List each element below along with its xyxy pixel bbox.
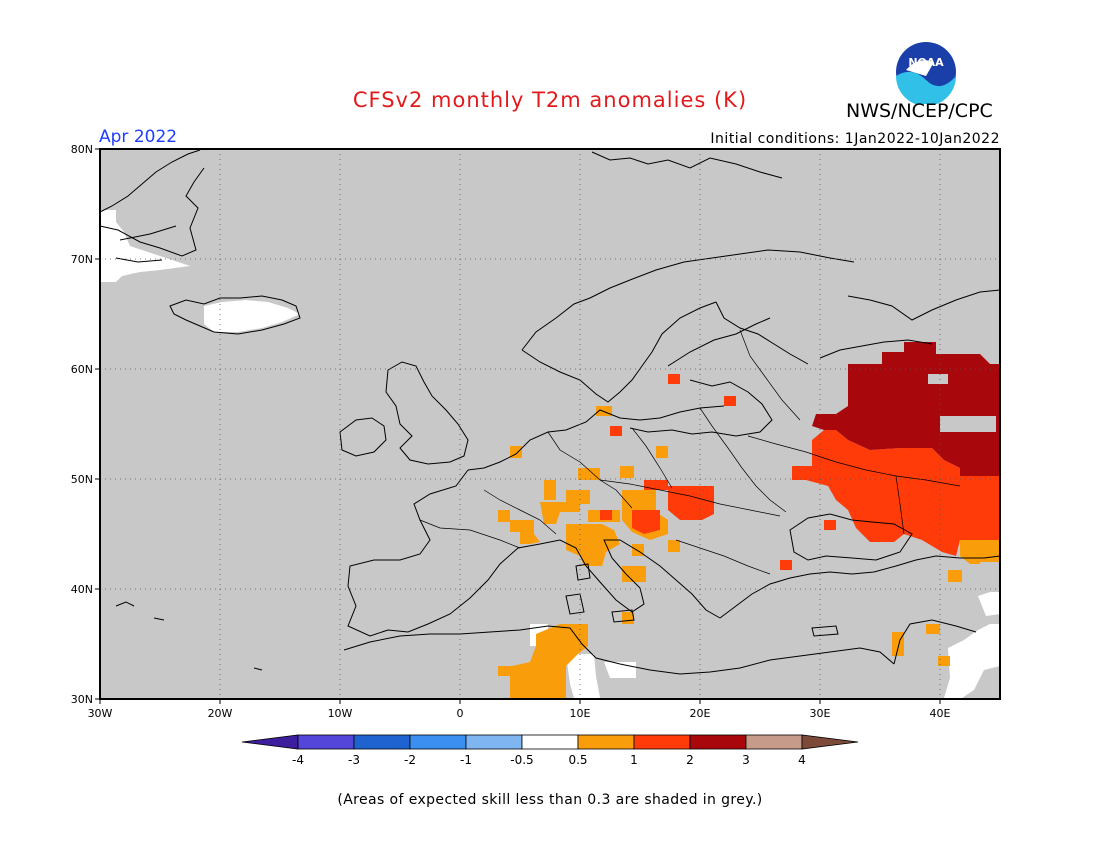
colorbar-label: -0.5 <box>510 753 533 767</box>
colorbar-label: -4 <box>292 753 304 767</box>
lat-tick-label: 70N <box>71 253 93 266</box>
lat-tick-label: 40N <box>71 583 93 596</box>
colorbar: -4 -3 -2 -1 -0.5 0.5 1 2 3 4 <box>241 734 859 767</box>
map-frame <box>99 148 1001 700</box>
anomaly-2-3-areas <box>812 342 1000 476</box>
colorbar-label: 4 <box>798 753 806 767</box>
colorbar-bin <box>521 734 579 750</box>
colorbar-bin <box>465 734 523 750</box>
colorbar-label: -3 <box>348 753 360 767</box>
colorbar-label: 3 <box>742 753 750 767</box>
colorbar-bin <box>745 734 803 750</box>
colorbar-bin <box>801 734 859 750</box>
lon-tick-label: 10E <box>570 707 591 720</box>
colorbar-label: 2 <box>686 753 694 767</box>
colorbar-bin <box>297 734 355 750</box>
noaa-logo-text: NOAA <box>908 56 944 69</box>
anomaly-1-2-areas <box>600 374 1000 570</box>
agency-label: NWS/NCEP/CPC <box>846 100 993 122</box>
colorbar-bin <box>409 734 467 750</box>
longitude-ticks: 30W 20W 10W 0 10E 20E 30E 40E <box>88 699 951 720</box>
colorbar-label: -1 <box>460 753 472 767</box>
map-grid <box>100 149 1000 699</box>
lat-tick-label: 50N <box>71 473 93 486</box>
lon-tick-label: 30W <box>88 707 113 720</box>
initial-conditions: Initial conditions: 1Jan2022-10Jan2022 <box>710 131 1000 147</box>
noaa-logo: NOAA <box>894 40 958 108</box>
lat-tick-label: 80N <box>71 143 93 156</box>
colorbar-label: 1 <box>630 753 638 767</box>
country-borders <box>419 329 961 575</box>
colorbar-label: -2 <box>404 753 416 767</box>
skill-footnote: (Areas of expected skill less than 0.3 a… <box>337 792 763 808</box>
lat-tick-label: 60N <box>71 363 93 376</box>
lon-tick-label: 0 <box>457 707 464 720</box>
colorbar-bin <box>353 734 411 750</box>
lon-tick-label: 20E <box>690 707 711 720</box>
forecast-period: Apr 2022 <box>99 127 178 147</box>
colorbar-bin <box>689 734 747 750</box>
coastlines <box>99 149 1001 675</box>
colorbar-bin <box>633 734 691 750</box>
lat-tick-label: 30N <box>71 693 93 706</box>
colorbar-label: 0.5 <box>568 753 587 767</box>
colorbar-bin <box>241 734 299 750</box>
lon-tick-label: 40E <box>930 707 951 720</box>
map-title: CFSv2 monthly T2m anomalies (K) <box>352 88 748 112</box>
latitude-ticks: 30N 40N 50N 60N 70N 80N <box>71 143 100 706</box>
low-skill-holes <box>928 374 1000 586</box>
lon-tick-label: 30E <box>810 707 831 720</box>
lon-tick-label: 10W <box>328 707 353 720</box>
colorbar-bin <box>577 734 635 750</box>
lon-tick-label: 20W <box>208 707 233 720</box>
